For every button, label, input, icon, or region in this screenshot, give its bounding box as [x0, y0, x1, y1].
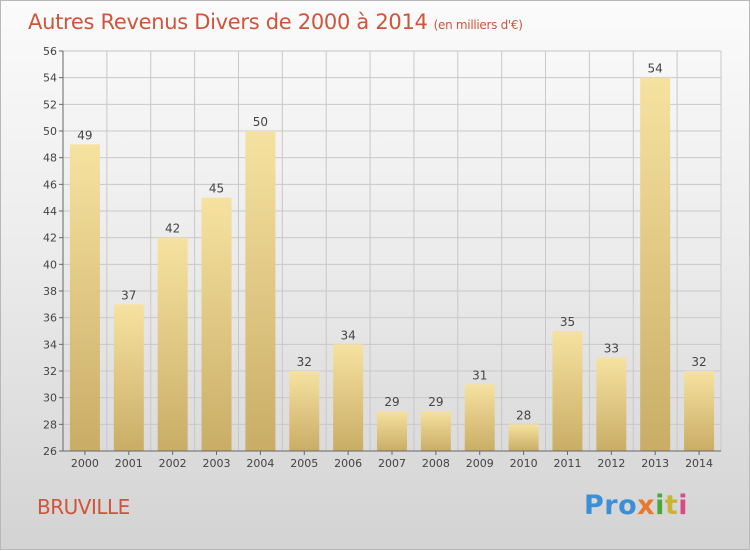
logo-part: i	[678, 490, 689, 521]
data-label: 29	[428, 395, 443, 409]
data-label: 33	[604, 342, 619, 356]
bar	[596, 357, 627, 451]
data-label: 35	[560, 315, 575, 329]
bar	[508, 424, 539, 451]
logo-part: i	[655, 490, 665, 521]
x-tick-label: 2014	[685, 457, 713, 470]
y-tick-label: 38	[43, 285, 57, 298]
axes	[59, 50, 721, 455]
y-tick-label: 44	[43, 205, 57, 218]
y-tick-label: 34	[43, 338, 57, 351]
bar	[201, 197, 232, 451]
x-tick-label: 2007	[378, 457, 406, 470]
x-tick-label: 2004	[246, 457, 274, 470]
x-tick-label: 2009	[466, 457, 494, 470]
data-label: 34	[340, 328, 355, 342]
x-tick-label: 2001	[115, 457, 143, 470]
y-tick-label: 32	[43, 365, 57, 378]
bar	[552, 331, 583, 451]
y-tick-label: 30	[43, 392, 57, 405]
y-tick-label: 42	[43, 232, 57, 245]
bar	[377, 411, 407, 451]
title-text: Autres Revenus Divers de 2000 à 2014	[28, 10, 428, 34]
bar	[684, 371, 715, 451]
y-tick-label: 56	[43, 45, 57, 58]
y-tick-label: 54	[43, 72, 57, 85]
y-tick-label: 46	[43, 178, 57, 191]
data-label: 28	[516, 408, 531, 422]
y-tick-label: 40	[43, 258, 57, 271]
x-tick-label: 2012	[597, 457, 625, 470]
data-label: 37	[121, 288, 136, 302]
bar	[69, 144, 100, 452]
x-tick-label: 2005	[290, 457, 318, 470]
bar	[464, 384, 495, 451]
labels: 26 28 30 32 34 36 38 40 42 44 46 48 50 52 54 56 49 2000 37…	[43, 45, 713, 470]
commune-name: BRUVILLE	[37, 495, 130, 519]
data-label: 50	[253, 115, 268, 129]
chart-title: Autres Revenus Divers de 2000 à 2014 (en …	[28, 10, 523, 34]
proxiti-logo: Proxiti	[584, 490, 688, 521]
x-tick-label: 2006	[334, 457, 362, 470]
x-tick-label: 2002	[159, 457, 187, 470]
bar	[289, 371, 320, 451]
data-label: 42	[165, 222, 180, 236]
x-tick-label: 2003	[203, 457, 231, 470]
logo-part: t	[664, 490, 679, 521]
data-label: 29	[384, 395, 399, 409]
data-label: 31	[472, 368, 487, 382]
bar	[640, 77, 671, 452]
y-tick-label: 28	[43, 418, 57, 431]
data-label: 49	[77, 128, 92, 142]
logo-part: Pro	[584, 490, 638, 521]
bars	[69, 77, 715, 452]
bar	[157, 237, 188, 451]
logo-part: x	[637, 490, 656, 521]
data-label: 32	[691, 355, 706, 369]
y-tick-label: 48	[43, 152, 57, 165]
bar	[420, 411, 451, 451]
x-tick-label: 2000	[71, 457, 99, 470]
data-label: 54	[648, 62, 663, 76]
data-label: 45	[209, 182, 224, 196]
x-tick-label: 2008	[422, 457, 450, 470]
x-tick-label: 2013	[641, 457, 669, 470]
bar	[245, 131, 276, 451]
y-tick-label: 52	[43, 98, 57, 111]
x-tick-label: 2010	[510, 457, 538, 470]
bar	[333, 344, 364, 451]
bar	[113, 304, 144, 451]
data-label: 32	[297, 355, 312, 369]
y-tick-label: 50	[43, 125, 57, 138]
y-tick-label: 26	[43, 445, 57, 458]
y-tick-label: 36	[43, 312, 57, 325]
title-unit: (en milliers d'€)	[433, 18, 523, 32]
x-tick-label: 2011	[553, 457, 581, 470]
